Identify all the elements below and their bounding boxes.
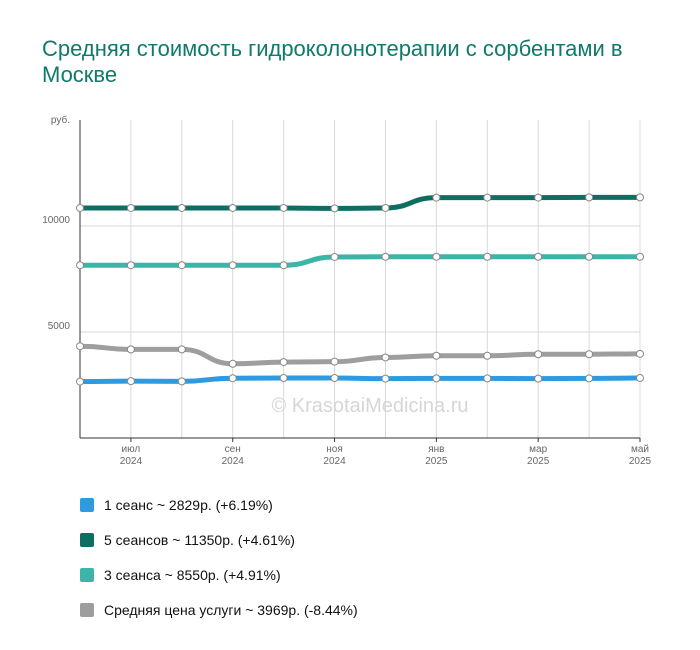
legend-label-average-price: Средняя цена услуги ~ 3969р. (-8.44%) bbox=[104, 601, 358, 618]
x-tick-label-year: 2024 bbox=[120, 456, 143, 467]
legend-swatch-3-sessions bbox=[80, 567, 94, 582]
data-point-2 bbox=[636, 252, 644, 261]
data-point-3 bbox=[381, 353, 390, 362]
x-tick-label-year: 2025 bbox=[527, 456, 550, 467]
x-tick-label-year: 2024 bbox=[323, 456, 346, 467]
data-point-0 bbox=[585, 374, 594, 383]
data-point-3 bbox=[636, 349, 644, 358]
data-point-1 bbox=[76, 203, 84, 212]
data-point-2 bbox=[483, 252, 492, 261]
data-point-3 bbox=[330, 357, 339, 366]
data-point-3 bbox=[432, 351, 441, 360]
data-point-2 bbox=[585, 252, 594, 261]
data-point-1 bbox=[636, 193, 644, 202]
series-line-1 bbox=[77, 194, 643, 211]
x-tick-label-year: 2025 bbox=[629, 456, 652, 467]
legend-swatch-average-price bbox=[80, 602, 94, 617]
legend-label-1-session: 1 сеанс ~ 2829р. (+6.19%) bbox=[104, 496, 273, 513]
data-point-3 bbox=[228, 359, 237, 368]
data-point-3 bbox=[585, 350, 594, 359]
data-point-2 bbox=[534, 252, 543, 261]
data-point-2 bbox=[330, 252, 339, 261]
data-point-0 bbox=[76, 377, 84, 386]
data-point-1 bbox=[432, 193, 441, 202]
data-point-0 bbox=[177, 377, 186, 386]
data-point-1 bbox=[126, 203, 135, 212]
legend-swatch-5-sessions bbox=[80, 532, 94, 547]
data-point-1 bbox=[534, 193, 543, 202]
y-tick-label: 5000 bbox=[48, 321, 71, 332]
data-point-0 bbox=[330, 374, 339, 383]
data-point-2 bbox=[177, 261, 186, 270]
chart-title: Средняя стоимость гидроколонотерапии с с… bbox=[42, 36, 623, 87]
legend-item-3-sessions[interactable]: 3 сеанса ~ 8550р. (+4.91%) bbox=[80, 557, 358, 592]
data-point-0 bbox=[483, 374, 492, 383]
x-tick-label-month: сен bbox=[225, 444, 241, 455]
data-point-0 bbox=[534, 374, 543, 383]
data-point-0 bbox=[279, 374, 288, 383]
legend: 1 сеанс ~ 2829р. (+6.19%) 5 сеансов ~ 11… bbox=[80, 487, 358, 627]
data-point-3 bbox=[534, 350, 543, 359]
legend-item-5-sessions[interactable]: 5 сеансов ~ 11350р. (+4.61%) bbox=[80, 522, 358, 557]
legend-item-1-session[interactable]: 1 сеанс ~ 2829р. (+6.19%) bbox=[80, 487, 358, 522]
x-tick-label-year: 2025 bbox=[425, 456, 448, 467]
x-tick-label-month: мар bbox=[529, 444, 547, 455]
data-point-1 bbox=[330, 204, 339, 213]
data-point-1 bbox=[585, 193, 594, 202]
series-line-0 bbox=[77, 375, 643, 385]
line-chart: 500010000руб.июл2024сен2024ноя2024янв202… bbox=[42, 114, 652, 467]
y-axis-unit-label: руб. bbox=[51, 114, 70, 126]
legend-label-3-sessions: 3 сеанса ~ 8550р. (+4.91%) bbox=[104, 566, 281, 583]
data-point-3 bbox=[126, 345, 135, 354]
data-point-1 bbox=[483, 193, 492, 202]
data-point-3 bbox=[483, 351, 492, 360]
x-tick-label-month: май bbox=[631, 444, 649, 455]
x-tick-label-year: 2024 bbox=[222, 456, 245, 467]
x-tick-label-month: ноя bbox=[326, 444, 343, 455]
data-point-3 bbox=[279, 358, 288, 367]
data-point-2 bbox=[381, 252, 390, 261]
data-point-0 bbox=[126, 377, 135, 386]
data-point-1 bbox=[228, 203, 237, 212]
data-point-3 bbox=[76, 342, 84, 351]
data-point-2 bbox=[432, 252, 441, 261]
x-tick-label-month: янв bbox=[428, 444, 444, 455]
series-line-3 bbox=[77, 343, 643, 367]
data-point-0 bbox=[381, 374, 390, 383]
data-point-2 bbox=[76, 261, 84, 270]
data-point-2 bbox=[228, 261, 237, 270]
data-point-0 bbox=[228, 374, 237, 383]
legend-label-5-sessions: 5 сеансов ~ 11350р. (+4.61%) bbox=[104, 531, 295, 548]
data-point-2 bbox=[279, 261, 288, 270]
data-point-2 bbox=[126, 261, 135, 270]
data-point-1 bbox=[381, 203, 390, 212]
data-point-1 bbox=[177, 203, 186, 212]
legend-item-average-price[interactable]: Средняя цена услуги ~ 3969р. (-8.44%) bbox=[80, 592, 358, 627]
legend-swatch-1-session bbox=[80, 497, 94, 512]
data-point-0 bbox=[636, 374, 644, 383]
data-point-0 bbox=[432, 374, 441, 383]
data-point-3 bbox=[177, 345, 186, 354]
x-tick-label-month: июл bbox=[122, 444, 141, 455]
series-line-2 bbox=[77, 254, 643, 268]
data-point-1 bbox=[279, 203, 288, 212]
y-tick-label: 10000 bbox=[42, 215, 70, 226]
watermark: © KrasotaiMedicina.ru bbox=[271, 395, 468, 417]
